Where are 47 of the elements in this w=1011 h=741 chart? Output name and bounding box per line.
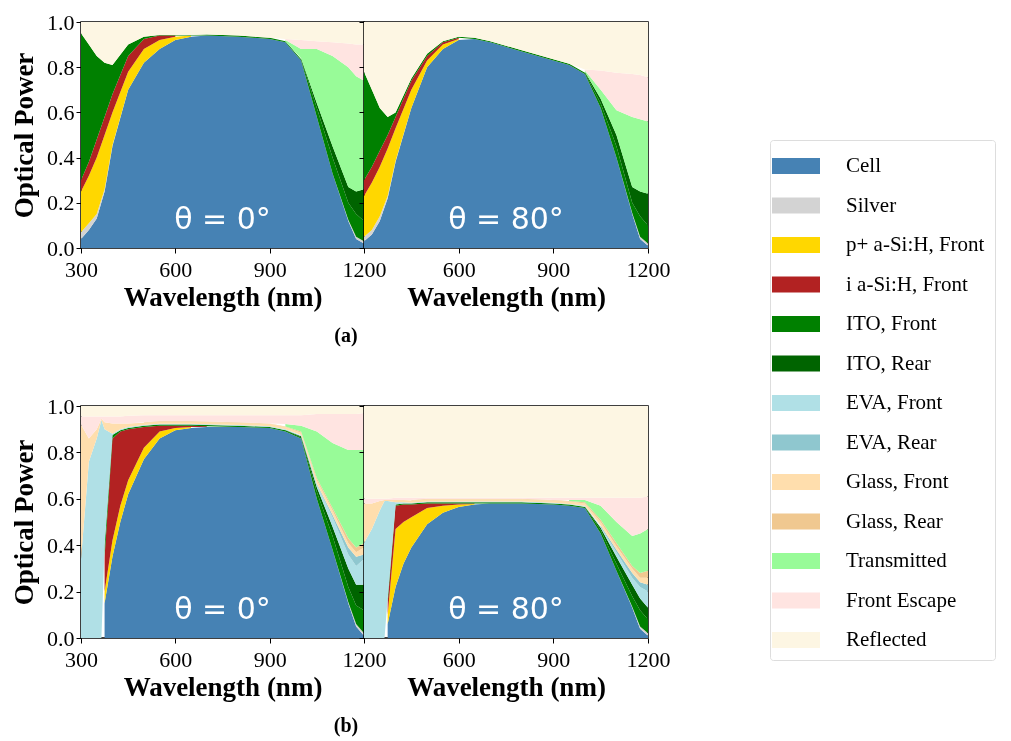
y-tick-label: 1.0 [47, 393, 75, 419]
legend-label: Glass, Front [846, 469, 949, 493]
x-axis-title: Wavelength (nm) [407, 671, 606, 702]
legend-label: Reflected [846, 627, 927, 651]
x-tick-label: 900 [537, 646, 571, 672]
x-tick-label: 600 [442, 646, 476, 672]
y-tick-label: 0.8 [47, 54, 75, 80]
y-tick-label: 0.6 [47, 486, 75, 512]
text: (b) [333, 714, 359, 737]
y-tick-label: 0.2 [47, 579, 75, 605]
legend-label: i a-Si:H, Front [846, 271, 969, 296]
x-tick-label: 1200 [342, 646, 387, 672]
y-tick-label: 0.4 [47, 532, 75, 558]
x-tick-label: 900 [253, 256, 287, 282]
legend-label: Glass, Rear [846, 508, 943, 533]
annotation: θ = 0° [174, 591, 271, 626]
legend-label: ITO, Rear [846, 350, 931, 375]
x-tick-label: 600 [159, 646, 193, 672]
x-axis-title: Wavelength (nm) [123, 281, 323, 312]
y-tick-label: 0.6 [47, 99, 75, 125]
text: (a) [334, 324, 358, 347]
y-tick-label: 0.2 [47, 190, 75, 216]
legend-label: p+ a-Si:H, Front [846, 232, 985, 256]
legend-label: Cell [846, 153, 882, 177]
y-tick-label: 0.8 [47, 439, 75, 465]
legend-label: EVA, Front [846, 390, 943, 414]
x-tick-label: 900 [537, 256, 571, 282]
annotation: θ = 0° [174, 201, 271, 236]
legend-label: ITO, Front [846, 311, 937, 335]
x-axis-title: Wavelength (nm) [123, 671, 323, 702]
x-tick-label: 1200 [342, 256, 387, 282]
y-tick-label: 1.0 [47, 9, 75, 35]
y-axis-title: Optical Power [9, 439, 39, 606]
x-axis-title: Wavelength (nm) [407, 281, 606, 312]
x-tick-label: 1200 [626, 646, 671, 672]
x-tick-label: 600 [442, 256, 476, 282]
legend-label: EVA, Rear [846, 429, 937, 454]
annotation: θ = 80° [448, 201, 564, 236]
legend-label: Transmitted [846, 548, 948, 572]
legend-label: Silver [846, 192, 897, 217]
y-axis-title: Optical Power [9, 52, 39, 219]
x-tick-label: 900 [253, 646, 287, 672]
x-tick-label: 1200 [626, 256, 671, 282]
x-tick-label: 600 [159, 256, 193, 282]
annotation: θ = 80° [448, 591, 564, 626]
y-tick-label: 0.4 [47, 145, 75, 171]
legend-label: Front Escape [846, 587, 957, 612]
